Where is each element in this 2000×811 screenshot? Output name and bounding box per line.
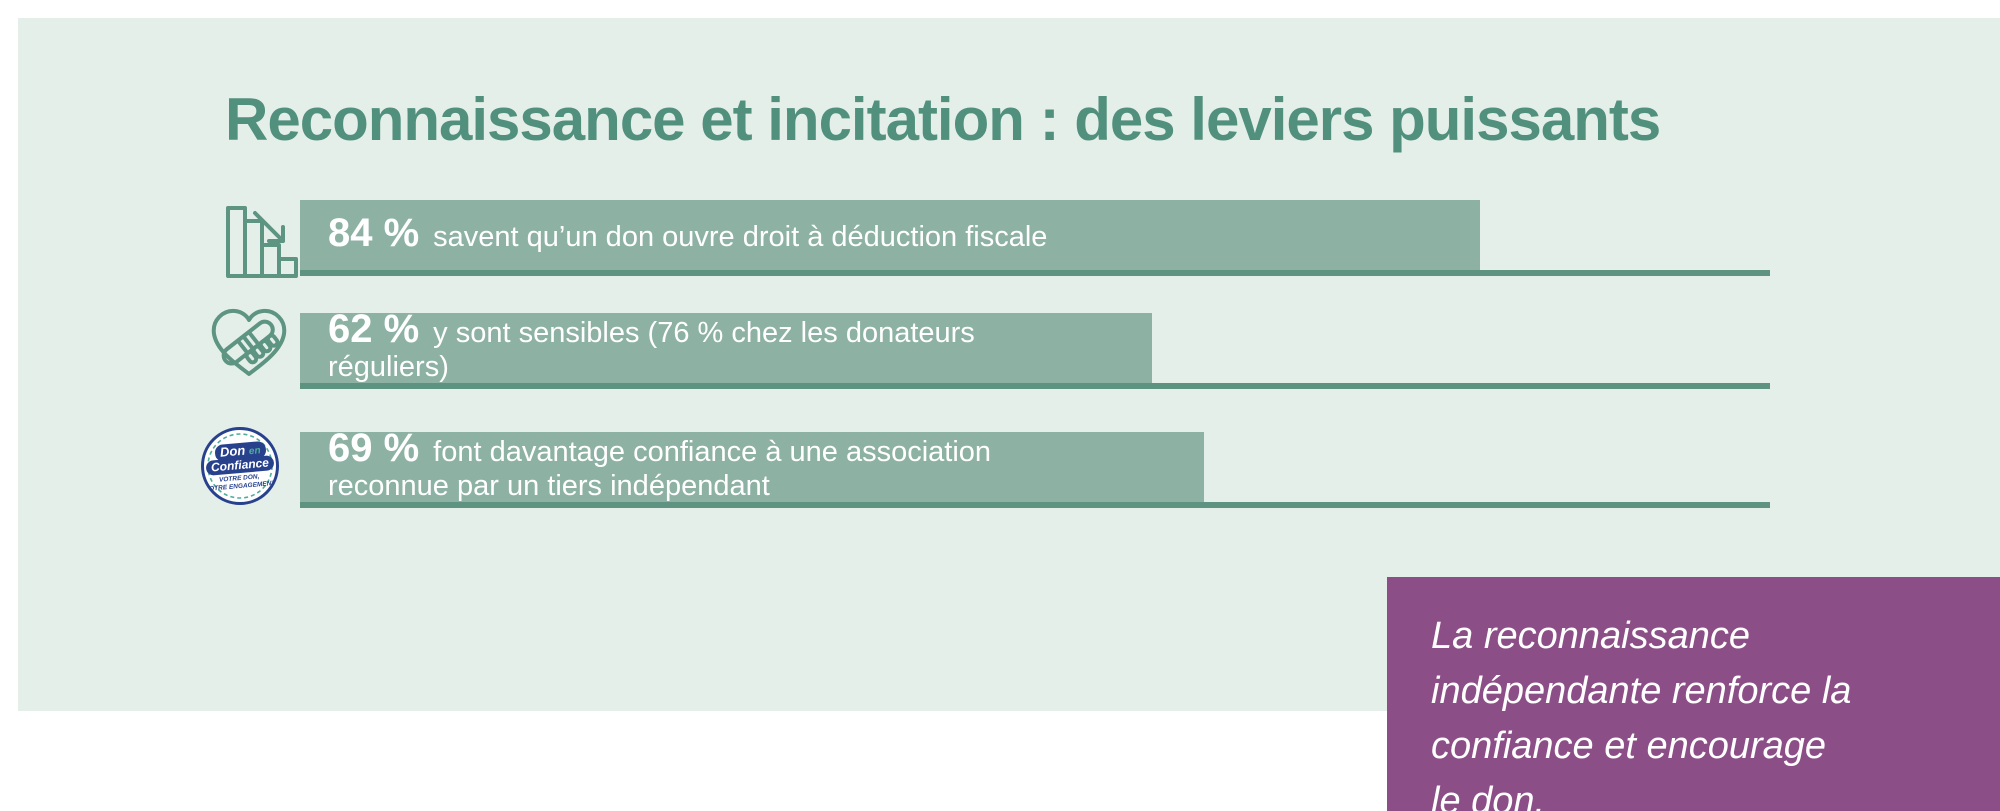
stat-text: 84 % savent qu’un don ouvre droit à déduc… bbox=[328, 213, 1480, 254]
stat-bar: 62 % y sont sensibles (76 % chez les dona… bbox=[300, 309, 1152, 389]
takeaway-line: confiance et encourage bbox=[1431, 725, 1827, 767]
stat-text: 69 % font davantage confiance à une assoc… bbox=[328, 428, 1204, 469]
stat-label: y sont sensibles (76 % chez les donateur… bbox=[433, 317, 975, 349]
stat-text: 62 % y sont sensibles (76 % chez les dona… bbox=[328, 309, 1152, 350]
stat-row: 84 % savent qu’un don ouvre droit à déduc… bbox=[300, 200, 1770, 276]
don-en-confiance-badge: Don en Confiance VOTRE DON, NOTRE ENGAGE… bbox=[201, 427, 279, 505]
stat-bar: 69 % font davantage confiance à une assoc… bbox=[300, 428, 1204, 508]
stat-label-line2: réguliers) bbox=[328, 351, 449, 383]
declining-chart-icon bbox=[225, 205, 299, 279]
takeaway-line: le don. bbox=[1431, 780, 1546, 811]
stat-row: 69 % font davantage confiance à une assoc… bbox=[300, 428, 1770, 508]
takeaway-line: indépendante renforce la bbox=[1431, 670, 1852, 712]
page-title: Reconnaissance et incitation : des levie… bbox=[225, 86, 1661, 153]
handshake-heart-icon bbox=[208, 305, 290, 381]
takeaway-box: La reconnaissance indépendante renforce … bbox=[1387, 577, 2000, 811]
stat-row: 62 % y sont sensibles (76 % chez les dona… bbox=[300, 309, 1770, 389]
stat-label: savent qu’un don ouvre droit à déduction… bbox=[433, 221, 1048, 253]
stat-value: 84 % bbox=[328, 211, 420, 255]
takeaway-line: La reconnaissance bbox=[1431, 615, 1750, 657]
stat-label: font davantage confiance à une associati… bbox=[433, 436, 992, 468]
stat-value: 69 % bbox=[328, 426, 420, 470]
stat-bar: 84 % savent qu’un don ouvre droit à déduc… bbox=[300, 200, 1480, 276]
stat-value: 62 % bbox=[328, 307, 420, 351]
stat-label-line2: reconnue par un tiers indépendant bbox=[328, 470, 770, 502]
